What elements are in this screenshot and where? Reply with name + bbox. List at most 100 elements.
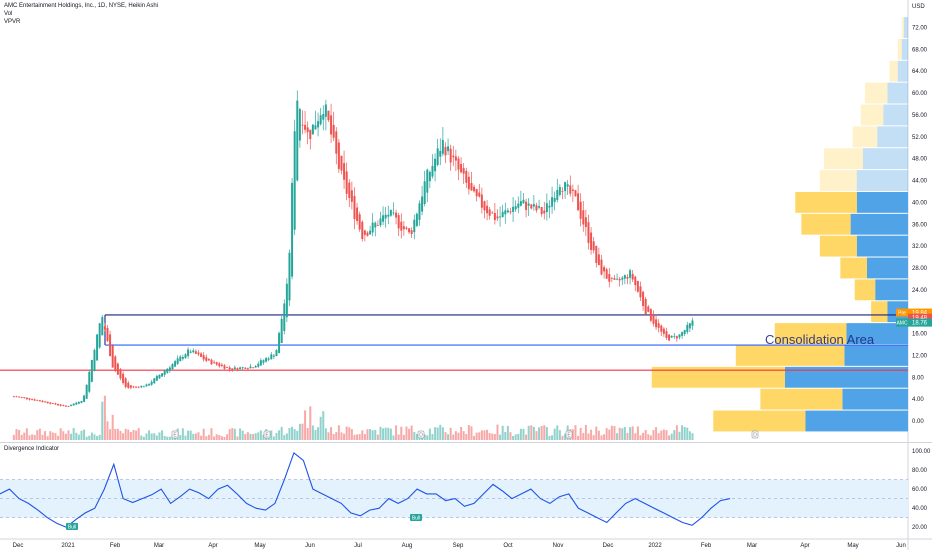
volume-profile-up-bar: [713, 410, 806, 432]
candle-body: [319, 115, 322, 125]
candle-body: [194, 351, 197, 354]
candle-body: [566, 184, 569, 187]
volume-bar: [314, 429, 317, 440]
candle-body: [85, 384, 88, 399]
volume-bar: [132, 429, 135, 440]
volume-bar: [382, 428, 385, 440]
price-axis-tick: 56.00: [912, 113, 928, 119]
volume-bar: [678, 431, 681, 440]
candle-body: [673, 335, 676, 337]
volume-bar: [25, 428, 28, 440]
volume-bar: [415, 434, 418, 440]
candle-body: [543, 210, 546, 214]
candle-body: [540, 207, 543, 215]
volume-bar: [311, 425, 314, 440]
candle-body: [145, 384, 148, 387]
candle-body: [395, 212, 398, 218]
volume-bar: [488, 433, 491, 440]
volume-bar: [200, 435, 203, 440]
volume-bar: [324, 428, 327, 440]
volume-bar: [244, 434, 247, 440]
volume-bar: [369, 429, 372, 440]
candle-body: [124, 378, 127, 388]
candle-body: [36, 399, 39, 401]
candle-body: [535, 205, 538, 211]
pane-divider: [0, 442, 932, 443]
candle-body: [408, 228, 411, 233]
price-axis-tick: 60.00: [912, 91, 928, 97]
volume-bar: [46, 436, 49, 440]
volume-bar: [545, 427, 548, 440]
candle-body: [345, 171, 348, 194]
volume-legend: Vol: [4, 11, 13, 17]
volume-bar: [340, 432, 343, 440]
candle-body: [649, 309, 652, 321]
candle-body: [504, 210, 507, 215]
volume-bar: [262, 434, 265, 440]
volume-bar: [163, 436, 166, 440]
volume-bar: [483, 430, 486, 440]
candle-body: [514, 206, 517, 210]
volume-bar: [452, 434, 455, 440]
volume-bar: [317, 427, 320, 440]
candle-body: [374, 222, 377, 228]
volume-bar: [223, 436, 226, 440]
volume-bar: [337, 425, 340, 440]
candle-body: [473, 186, 476, 192]
candle-body: [361, 221, 364, 240]
candle-body: [610, 277, 613, 279]
candle-body: [46, 401, 49, 404]
volume-bar: [506, 425, 509, 440]
volume-profile-down-bar: [856, 170, 908, 191]
volume-bar: [59, 428, 62, 440]
volume-profile-down-bar: [897, 60, 908, 82]
volume-bar: [496, 424, 499, 440]
event-marker-label: D: [753, 433, 757, 439]
candle-body: [480, 194, 483, 208]
candle-body: [41, 400, 44, 403]
volume-bar: [166, 436, 169, 440]
candle-body: [278, 332, 281, 354]
candle-body: [101, 317, 104, 336]
candle-body: [457, 158, 460, 170]
candle-body: [670, 335, 673, 338]
candle-body: [428, 171, 431, 182]
candle-body: [218, 363, 221, 367]
volume-bar: [259, 430, 262, 440]
price-badge-value: 19.84: [912, 311, 928, 317]
volume-bar: [397, 434, 400, 440]
volume-bar: [590, 429, 593, 440]
price-axis-tick: 0.00: [912, 419, 924, 425]
volume-bar: [621, 428, 624, 440]
volume-bar: [574, 425, 577, 440]
volume-profile-down-bar: [850, 213, 908, 235]
volume-bar: [322, 411, 325, 440]
volume-bar: [460, 426, 463, 440]
candle-body: [647, 306, 650, 312]
volume-bar: [93, 434, 96, 440]
volume-bar: [335, 432, 338, 440]
oscillator-axis-tick: 80.00: [912, 468, 928, 474]
volume-bar: [579, 427, 582, 440]
volume-bar: [213, 436, 216, 440]
candle-body: [413, 219, 416, 233]
volume-bar: [67, 430, 70, 440]
candle-body: [616, 278, 619, 280]
candle-body: [561, 190, 564, 192]
candle-body: [369, 230, 372, 235]
event-marker-label: E: [567, 433, 571, 439]
volume-bar: [181, 428, 184, 440]
volume-bar: [119, 430, 122, 440]
volume-bar: [31, 434, 34, 440]
volume-bar: [688, 431, 691, 440]
price-badge-tag: [896, 318, 908, 327]
volume-bar: [220, 436, 223, 440]
candle-body: [590, 232, 593, 251]
candle-body: [59, 404, 62, 406]
price-axis-tick: 16.00: [912, 332, 928, 338]
candle-body: [171, 364, 174, 370]
candle-body: [623, 275, 626, 279]
candle-body: [608, 274, 611, 282]
candle-body: [309, 129, 312, 140]
candle-body: [197, 352, 200, 355]
